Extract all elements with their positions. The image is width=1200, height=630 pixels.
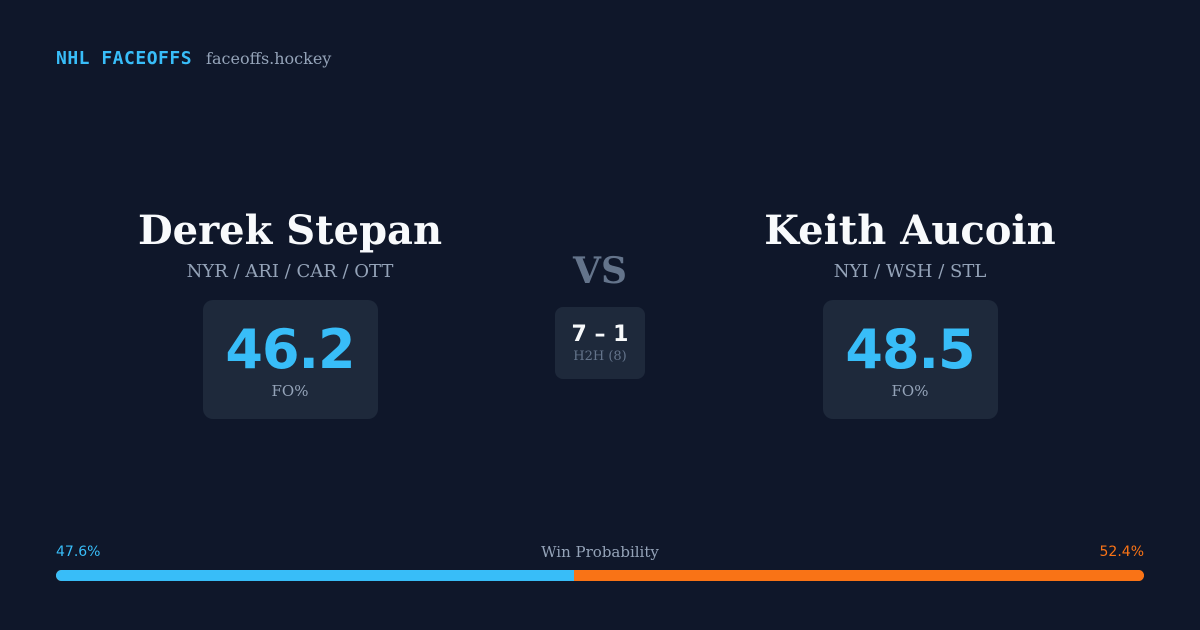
player-right-name: Keith Aucoin: [764, 207, 1056, 254]
player-left: Derek Stepan NYR / ARI / CAR / OTT 46.2 …: [80, 205, 500, 419]
h2h-score: 7 – 1: [571, 322, 629, 347]
h2h-card: 7 – 1 H2H (8): [555, 307, 645, 379]
win-probability-title: Win Probability: [541, 543, 659, 561]
player-right-teams: NYI / WSH / STL: [833, 261, 987, 282]
win-probability-labels: 47.6% Win Probability 52.4%: [56, 543, 1144, 561]
player-left-teams: NYR / ARI / CAR / OTT: [186, 261, 394, 282]
player-left-fo-label: FO%: [271, 381, 309, 400]
brand-title: NHL FACEOFFS: [56, 48, 193, 69]
brand-domain: faceoffs.hockey: [206, 49, 332, 68]
win-probability-bar-right: [573, 570, 1144, 581]
player-right-fo-value: 48.5: [845, 317, 975, 381]
vs-label: VS: [573, 250, 627, 292]
win-probability-left-value: 47.6%: [56, 544, 101, 560]
player-right: Keith Aucoin NYI / WSH / STL 48.5 FO%: [700, 205, 1120, 419]
win-probability-bar-left: [56, 570, 574, 581]
win-probability-bar: [56, 570, 1144, 581]
player-right-stat-card: 48.5 FO%: [822, 300, 998, 419]
h2h-label: H2H (8): [573, 349, 627, 364]
player-left-fo-value: 46.2: [225, 317, 355, 381]
brand-header: NHL FACEOFFS faceoffs.hockey: [56, 48, 331, 69]
player-right-fo-label: FO%: [891, 381, 929, 400]
player-left-name: Derek Stepan: [137, 207, 443, 254]
player-left-stat-card: 46.2 FO%: [202, 300, 378, 419]
win-probability-right-value: 52.4%: [1099, 544, 1144, 560]
